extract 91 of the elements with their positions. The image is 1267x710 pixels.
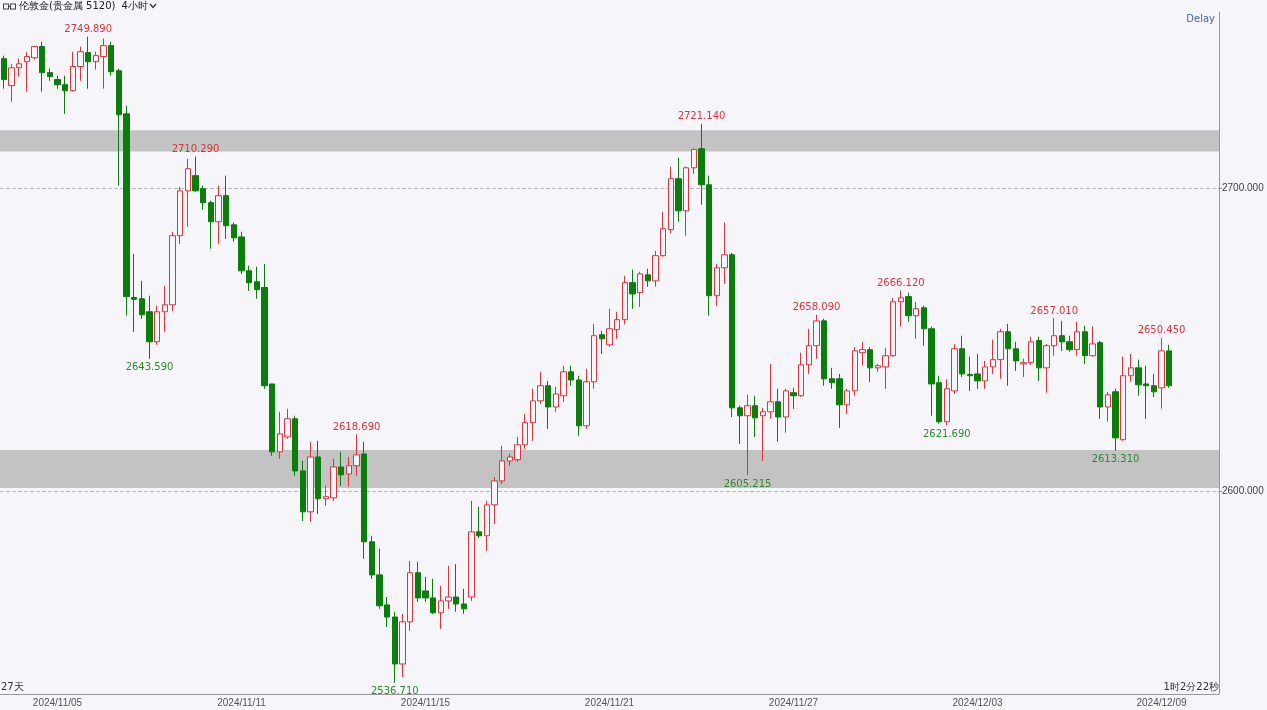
annotation: 2621.690 bbox=[922, 427, 971, 439]
annotation: 2658.090 bbox=[792, 301, 841, 313]
x-tick-label: 2024/11/27 bbox=[768, 696, 819, 708]
annotation: 2618.690 bbox=[332, 420, 381, 432]
y-tick-label: 2700.000 bbox=[1222, 182, 1265, 194]
candlestick bbox=[898, 290, 904, 328]
candlestick bbox=[913, 301, 919, 340]
candlestick bbox=[307, 441, 314, 523]
candlestick bbox=[453, 563, 459, 613]
candlestick bbox=[185, 158, 191, 228]
annotation: 2650.450 bbox=[1137, 324, 1186, 336]
candlestick bbox=[476, 506, 482, 539]
candlestick bbox=[599, 330, 605, 355]
candlestick bbox=[292, 415, 298, 477]
candlestick bbox=[223, 175, 229, 240]
x-tick-label: 2024/11/15 bbox=[400, 696, 451, 708]
chart-subtitle: 4小时 bbox=[121, 0, 148, 13]
candlestick bbox=[576, 375, 582, 437]
x-tick-label: 2024/11/11 bbox=[217, 696, 267, 708]
candlestick bbox=[798, 352, 804, 398]
candlestick bbox=[982, 360, 988, 390]
candlestick bbox=[1105, 391, 1111, 423]
candlestick bbox=[1166, 344, 1172, 389]
candlestick bbox=[1112, 388, 1119, 452]
candlestick bbox=[1151, 373, 1157, 398]
x-tick-label: 2024/11/21 bbox=[584, 696, 635, 708]
candlestick bbox=[338, 451, 344, 487]
candlestick bbox=[629, 269, 636, 310]
candlestick bbox=[468, 500, 475, 602]
candlestick bbox=[790, 387, 797, 410]
candlestick bbox=[1074, 321, 1080, 357]
annotation: 2643.590 bbox=[125, 361, 174, 373]
candlestick bbox=[568, 365, 574, 387]
candlestick bbox=[545, 380, 551, 430]
candlestick bbox=[108, 41, 114, 77]
chart-title: 伦敦金(贵金属 5120) bbox=[19, 0, 116, 13]
candlestick bbox=[867, 346, 873, 383]
annotation: 1时2分22秒 bbox=[1163, 680, 1219, 694]
candlestick bbox=[668, 166, 674, 234]
x-tick-label: 2024/11/05 bbox=[32, 696, 83, 708]
candlestick bbox=[691, 147, 697, 175]
candlestick bbox=[683, 166, 689, 237]
candlestick bbox=[1013, 341, 1019, 372]
x-tick-label: 2024/12/03 bbox=[952, 696, 1003, 708]
candlestick bbox=[361, 441, 367, 560]
candlestick bbox=[622, 275, 628, 325]
annotation: 2613.310 bbox=[1091, 453, 1140, 465]
candlestick bbox=[1082, 325, 1088, 365]
candlestick bbox=[1158, 337, 1165, 410]
annotation: 2605.215 bbox=[723, 477, 772, 489]
candlestick bbox=[905, 292, 912, 323]
candlestick bbox=[752, 395, 758, 438]
candlestick bbox=[47, 68, 53, 82]
y-tick-label: 2600.000 bbox=[1222, 485, 1265, 497]
candlestick bbox=[215, 185, 222, 245]
annotation: 2657.010 bbox=[1030, 304, 1079, 316]
candlestick bbox=[1005, 323, 1011, 387]
candlestick bbox=[1036, 336, 1042, 382]
text: Delay bbox=[1186, 13, 1215, 24]
candlestick bbox=[729, 252, 735, 418]
candlestick bbox=[461, 588, 467, 615]
candlestick bbox=[39, 41, 45, 93]
candlestick bbox=[637, 271, 643, 308]
candlestick bbox=[783, 388, 789, 434]
annotation: 2749.890 bbox=[64, 23, 113, 35]
candlestick bbox=[844, 388, 850, 415]
candlestick bbox=[154, 305, 160, 346]
annotation: 2536.710 bbox=[370, 685, 419, 697]
candlestick bbox=[1097, 340, 1103, 420]
candlestick bbox=[1089, 326, 1096, 358]
candlestick bbox=[959, 335, 965, 378]
candlestick bbox=[775, 388, 781, 443]
candlestick bbox=[737, 405, 743, 445]
annotation: 2710.290 bbox=[171, 143, 220, 155]
candlestick bbox=[645, 268, 651, 288]
candlestick bbox=[1120, 356, 1126, 442]
candlestick bbox=[315, 440, 321, 515]
annotation: 2666.120 bbox=[876, 277, 925, 288]
annotation: 27天 bbox=[1, 680, 24, 694]
candlestick bbox=[675, 157, 682, 223]
candlestick bbox=[744, 394, 751, 476]
x-tick-label: 2024/12/09 bbox=[1136, 696, 1187, 708]
candlestick bbox=[821, 318, 827, 387]
candlestick bbox=[85, 36, 91, 90]
candlestick bbox=[208, 200, 214, 250]
candlestick bbox=[1128, 353, 1134, 383]
candlestick bbox=[300, 460, 306, 522]
candlestick bbox=[131, 253, 137, 333]
candlestick bbox=[392, 611, 398, 684]
candlestick bbox=[1, 55, 7, 90]
annotation: 2721.140 bbox=[677, 110, 726, 122]
